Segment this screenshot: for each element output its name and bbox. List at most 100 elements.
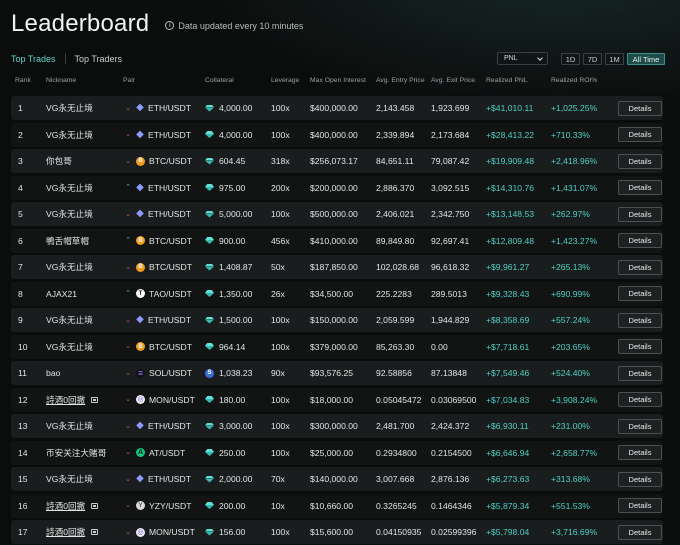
- nickname-text: 鴨舌帽草帽: [46, 235, 89, 246]
- open-interest-cell: $400,000.00: [310, 103, 358, 113]
- open-interest-cell: $140,000.00: [310, 474, 358, 484]
- collateral-value: 2,000.00: [219, 474, 253, 484]
- range-all-time-button[interactable]: All Time: [627, 53, 665, 65]
- realized-roi-cell: +262.97%: [551, 209, 590, 219]
- rank-cell: 6: [18, 235, 23, 246]
- eth-coin-icon: ◆: [136, 314, 144, 325]
- table-row: 13 VG永无止境 ⌄ ◆ ETH/USDT 3,000.00 100x $300,000.0…: [11, 414, 663, 438]
- entry-price-cell: 89,849.80: [376, 235, 415, 246]
- table-row: 12 詩酒0回撤 ⌄ ◎ MON/USDT 180.00 100x $18,000.00 0.0…: [11, 387, 663, 412]
- details-button[interactable]: Details: [618, 286, 662, 301]
- details-cell: Details: [618, 361, 662, 385]
- collateral-cell: 964.14: [205, 335, 245, 359]
- details-cell: Details: [618, 202, 662, 226]
- details-button[interactable]: Details: [618, 339, 662, 354]
- exit-price-cell: 0.1464346: [431, 500, 472, 511]
- gem-collateral-icon: [205, 264, 214, 271]
- realized-pnl-cell: +$6,930.11: [486, 421, 529, 431]
- collateral-value: 4,000.00: [219, 129, 253, 140]
- details-button[interactable]: Details: [618, 233, 662, 248]
- leverage-cell: 318x: [271, 156, 290, 166]
- nickname-cell: 詩酒0回撤: [46, 494, 99, 518]
- short-arrow-icon: ⌄: [125, 157, 131, 165]
- details-cell: Details: [618, 520, 662, 544]
- collateral-cell: 3,000.00: [205, 414, 252, 438]
- entry-price-cell: 225.2283: [376, 288, 412, 299]
- realized-pnl-cell: +$8,358.69: [486, 315, 530, 325]
- tab-top-trades[interactable]: Top Trades: [11, 53, 56, 64]
- collateral-cell: 1,500.00: [205, 308, 252, 332]
- realized-pnl-cell: +$7,718.61: [486, 341, 530, 352]
- collateral-value: 604.45: [219, 156, 246, 166]
- collateral-value: 4,000.00: [219, 103, 253, 113]
- rank-cell: 8: [18, 288, 23, 299]
- btc-coin-icon: B: [136, 262, 145, 272]
- details-button[interactable]: Details: [618, 365, 662, 381]
- range-7d-button[interactable]: 7D: [583, 53, 602, 65]
- mon-coin-icon: ◎: [136, 395, 145, 404]
- realized-roi-cell: +710.33%: [551, 129, 590, 140]
- nickname-cell: 詩酒0回撤: [46, 520, 99, 544]
- realized-pnl-cell: +$5,798.04: [486, 527, 530, 537]
- table-row: 1 VG永无止境 ⌄ ◆ ETH/USDT 4,000.00 100x $400,000.00…: [11, 96, 663, 120]
- details-button[interactable]: Details: [618, 206, 662, 222]
- details-button[interactable]: Details: [618, 127, 662, 142]
- profile-card-icon[interactable]: [91, 396, 99, 403]
- realized-pnl-cell: +$12,809.48: [486, 235, 535, 246]
- rank-cell: 12: [18, 394, 28, 405]
- pair-cell: ⌄ A AT/USDT: [123, 441, 185, 465]
- gem-collateral-icon: [205, 423, 214, 430]
- open-interest-cell: $150,000.00: [310, 315, 358, 325]
- details-button[interactable]: Details: [618, 259, 662, 275]
- details-button[interactable]: Details: [618, 180, 662, 195]
- details-button[interactable]: Details: [618, 524, 662, 540]
- rank-cell: 10: [18, 341, 28, 352]
- pair-cell: ⌄ ◎ MON/USDT: [123, 388, 195, 412]
- collateral-cell: 1,408.87: [205, 255, 252, 279]
- nickname-link[interactable]: 詩酒0回撤: [46, 394, 86, 405]
- eth-coin-icon: ◆: [136, 420, 144, 431]
- details-button[interactable]: Details: [618, 312, 662, 328]
- profile-card-icon[interactable]: [91, 529, 99, 535]
- details-button[interactable]: Details: [618, 445, 662, 460]
- table-row: 11 bao ⌄ ≡ SOL/USDT S 1,038.23 90x $93,576.25 92.…: [11, 361, 663, 385]
- details-button[interactable]: Details: [618, 153, 662, 169]
- details-cell: Details: [618, 494, 662, 518]
- leverage-cell: 200x: [271, 182, 290, 193]
- range-1m-button[interactable]: 1M: [605, 53, 624, 65]
- table-row: 16 詩酒0回撤 ⌄ Y YZY/USDT 200.00 10x $10,660.00 0.32…: [11, 493, 663, 518]
- metric-select[interactable]: PNL: [497, 52, 548, 65]
- sol-collateral-icon: S: [205, 368, 214, 378]
- page-title: Leaderboard: [11, 10, 150, 37]
- leverage-cell: 100x: [271, 103, 290, 113]
- realized-pnl-cell: +$19,909.48: [486, 156, 535, 166]
- details-button[interactable]: Details: [618, 498, 662, 513]
- details-button[interactable]: Details: [618, 418, 662, 434]
- details-button[interactable]: Details: [618, 100, 662, 116]
- rank-cell: 2: [18, 129, 23, 140]
- gem-collateral-icon: [205, 290, 214, 297]
- long-arrow-icon: ⌃: [125, 290, 131, 297]
- nickname-cell: VG永无止境: [46, 335, 93, 359]
- leverage-cell: 100x: [271, 315, 290, 325]
- nickname-text: 币安关注大赌哥: [46, 447, 107, 458]
- open-interest-cell: $93,576.25: [310, 368, 354, 378]
- nickname-link[interactable]: 詩酒0回撤: [46, 500, 86, 511]
- nickname-text: 你包哥: [46, 156, 72, 166]
- nickname-link[interactable]: 詩酒0回撤: [46, 527, 86, 537]
- gem-collateral-icon: [205, 449, 214, 456]
- gem-collateral-icon: [205, 502, 214, 509]
- rank-cell: 1: [18, 103, 23, 113]
- range-1d-button[interactable]: 1D: [561, 53, 580, 65]
- realized-roi-cell: +551.53%: [551, 500, 590, 511]
- collateral-value: 1,408.87: [219, 262, 253, 272]
- pair-text: BTC/USDT: [149, 341, 192, 352]
- pair-text: ETH/USDT: [148, 421, 191, 431]
- details-button[interactable]: Details: [618, 471, 662, 487]
- gem-collateral-icon: [205, 396, 214, 403]
- details-button[interactable]: Details: [618, 392, 662, 407]
- short-arrow-icon: ⌄: [125, 131, 131, 138]
- collateral-value: 975.00: [219, 182, 246, 193]
- tab-top-traders[interactable]: Top Traders: [74, 53, 123, 64]
- profile-card-icon[interactable]: [91, 502, 99, 509]
